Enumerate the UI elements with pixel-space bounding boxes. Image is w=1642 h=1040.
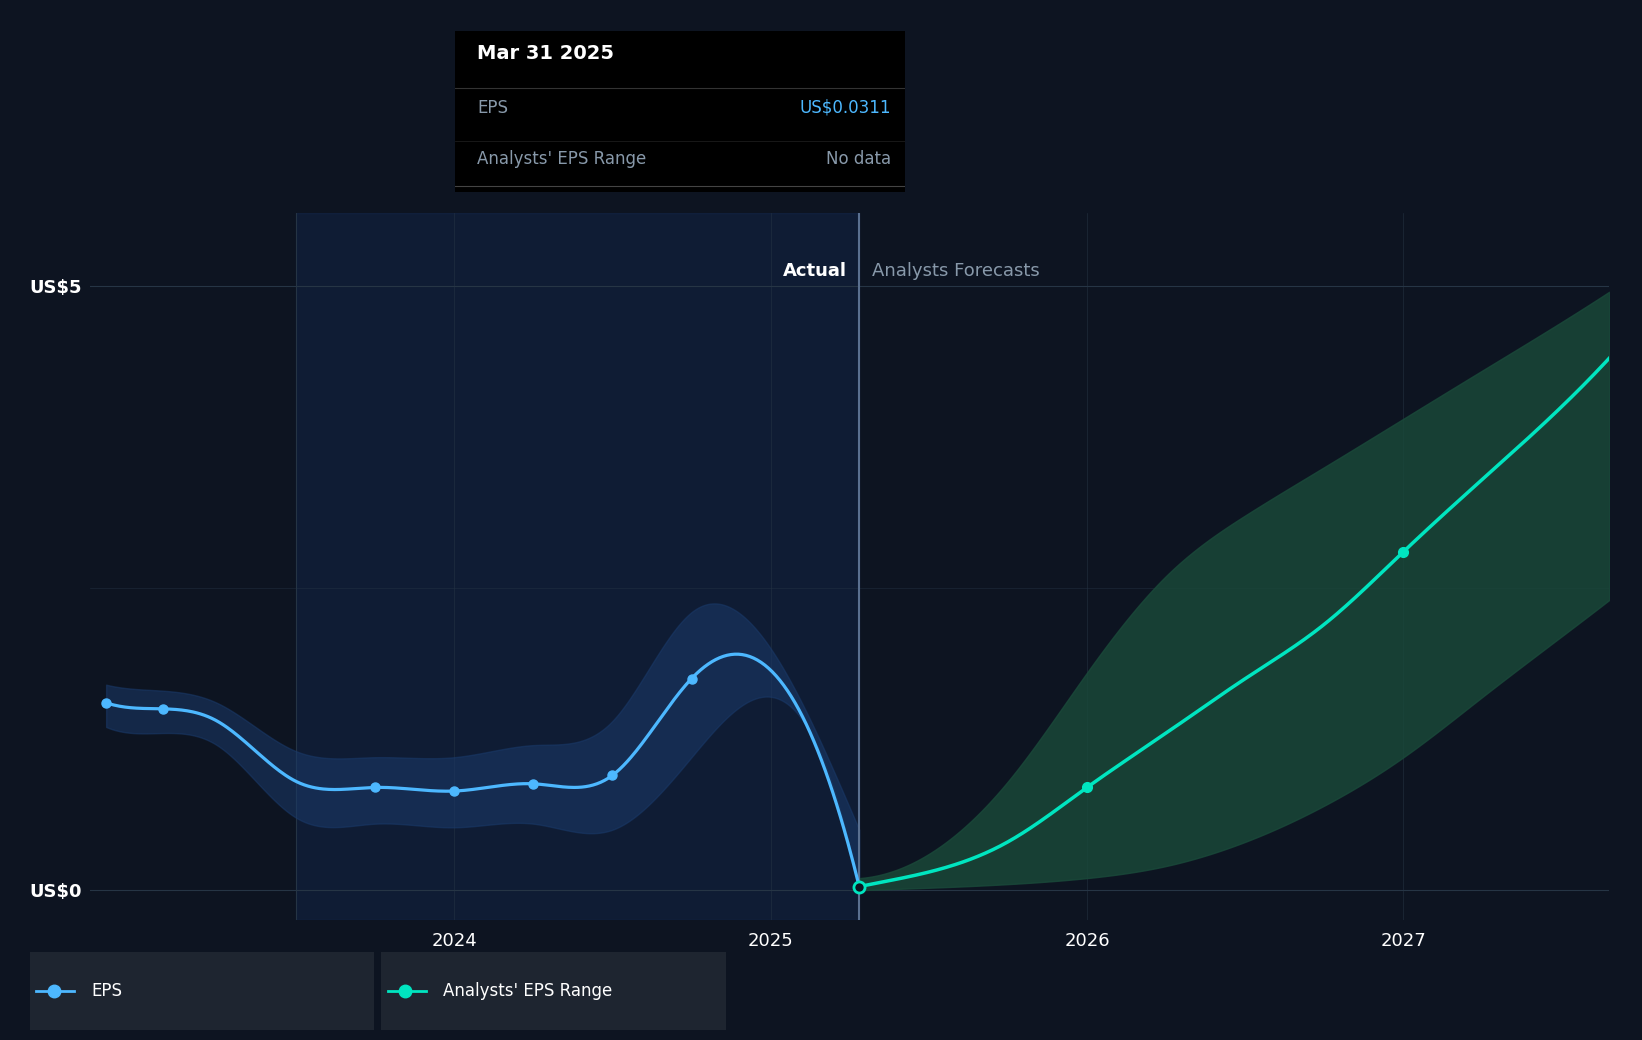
Text: US$0.0311: US$0.0311 xyxy=(800,99,892,116)
Text: Analysts' EPS Range: Analysts' EPS Range xyxy=(478,151,647,168)
Bar xyxy=(296,213,859,920)
Text: Analysts' EPS Range: Analysts' EPS Range xyxy=(443,982,612,999)
Text: Analysts Forecasts: Analysts Forecasts xyxy=(872,262,1039,280)
Text: Actual: Actual xyxy=(783,262,847,280)
Text: No data: No data xyxy=(826,151,892,168)
Text: Mar 31 2025: Mar 31 2025 xyxy=(478,44,614,63)
Text: EPS: EPS xyxy=(92,982,123,999)
Text: EPS: EPS xyxy=(478,99,509,116)
